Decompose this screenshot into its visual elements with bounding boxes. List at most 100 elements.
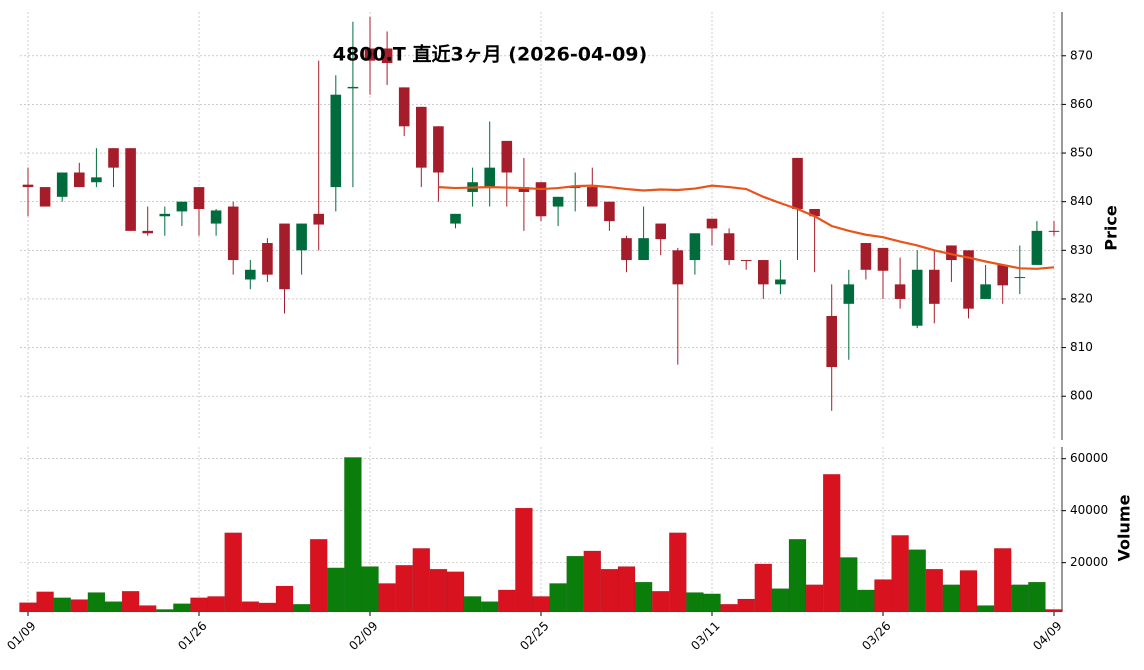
volume-bar: [173, 603, 191, 613]
volume-bar: [87, 592, 106, 613]
candle-body: [433, 126, 444, 173]
candle-body: [347, 86, 359, 89]
candle-body: [638, 238, 649, 261]
volume-bar: [805, 584, 824, 613]
candle-body: [826, 315, 838, 368]
candle-body: [740, 260, 752, 262]
candle-body: [877, 247, 889, 271]
candle-body: [604, 201, 615, 222]
volume-bar: [378, 583, 396, 613]
candle-body: [1031, 230, 1043, 265]
volume-bar: [344, 457, 362, 613]
candle-body: [860, 243, 872, 270]
volume-bar: [207, 596, 225, 613]
candle-body: [1048, 230, 1060, 232]
volume-bar: [959, 570, 978, 613]
volume-bar: [190, 597, 208, 613]
volume-bar: [463, 596, 482, 613]
candle-body: [569, 187, 581, 189]
volume-bar: [891, 535, 909, 613]
chart-title: 4800.T 直近3ヶ月 (2026-04-09): [333, 43, 647, 66]
x-tick-label: 02/09: [346, 619, 380, 653]
x-tick-label: 03/11: [688, 619, 722, 653]
volume-bar: [53, 597, 72, 613]
candle-body: [56, 172, 68, 197]
volume-bar: [840, 557, 858, 613]
candle-body: [364, 48, 376, 61]
volume-bar: [275, 585, 294, 613]
volume-bar: [600, 568, 619, 613]
y-tick-label: 820: [1070, 291, 1093, 305]
volume-bar: [498, 589, 516, 613]
candle-body: [980, 284, 991, 299]
volume-bar: [549, 583, 567, 613]
candle-body: [894, 284, 906, 299]
candle-body: [535, 182, 547, 217]
x-tick-label: 04/09: [1030, 619, 1064, 653]
candle-body: [330, 94, 342, 188]
volume-bar: [258, 602, 277, 613]
candle-body: [757, 260, 769, 285]
volume-bar: [583, 550, 602, 613]
candle-body: [518, 187, 530, 192]
volume-bar: [532, 596, 550, 613]
candle-body: [108, 148, 119, 168]
candle-body: [22, 184, 34, 188]
y-tick-label: 870: [1070, 48, 1093, 62]
volume-bar: [104, 601, 123, 613]
candle-body: [398, 87, 410, 127]
candle-body: [381, 48, 393, 64]
candle-body: [911, 269, 923, 326]
y-axis-label: Price: [1102, 205, 1121, 251]
candle-body: [193, 187, 205, 209]
y-tick-label: 860: [1070, 97, 1093, 111]
candle-body: [775, 279, 786, 285]
volume-bar: [412, 548, 431, 613]
candle-body: [450, 213, 461, 224]
volume-bar: [788, 538, 807, 613]
volume-bar: [36, 591, 54, 613]
volume-bar: [480, 601, 499, 613]
x-tick-label: 01/26: [175, 619, 209, 653]
volume-bar: [19, 602, 37, 613]
moving-average-line: [438, 184, 1055, 270]
candle-body: [552, 196, 564, 207]
candle-body: [159, 213, 171, 217]
candle-body: [621, 238, 632, 261]
y-tick-label: 810: [1070, 340, 1093, 354]
candle-body: [415, 106, 427, 168]
candle-body: [296, 223, 307, 251]
candle-body: [655, 223, 667, 240]
volume-bar: [771, 588, 790, 613]
volume-bar: [70, 599, 89, 613]
x-tick-label: 02/25: [517, 619, 551, 653]
volume-bar: [720, 603, 738, 613]
y-tick-label: 840: [1070, 194, 1093, 208]
candle-body: [997, 264, 1009, 286]
candle-body: [39, 187, 51, 207]
candle-body: [125, 148, 136, 231]
candle-body: [484, 167, 496, 188]
candle-body: [809, 208, 820, 217]
y-tick-label: 850: [1070, 146, 1093, 160]
volume-bar: [309, 538, 328, 613]
candle-body: [244, 269, 256, 280]
candle-body: [963, 250, 974, 309]
volume-bar: [857, 589, 875, 613]
candle-body: [73, 172, 85, 188]
candle-body: [689, 233, 701, 261]
volume-bar: [395, 564, 413, 613]
volume-bar: [156, 609, 174, 613]
volume-bar: [446, 571, 465, 613]
volume-bar: [241, 601, 260, 613]
volume-bar: [429, 568, 448, 613]
volume-bar: [121, 590, 140, 613]
volume-bar: [874, 579, 892, 613]
volume-bar: [651, 590, 670, 613]
x-tick-label: 03/26: [859, 619, 893, 653]
x-tick-label: 01/09: [4, 619, 38, 653]
volume-bar: [292, 603, 311, 613]
candle-body: [313, 213, 325, 225]
volume-bar: [1011, 584, 1029, 613]
